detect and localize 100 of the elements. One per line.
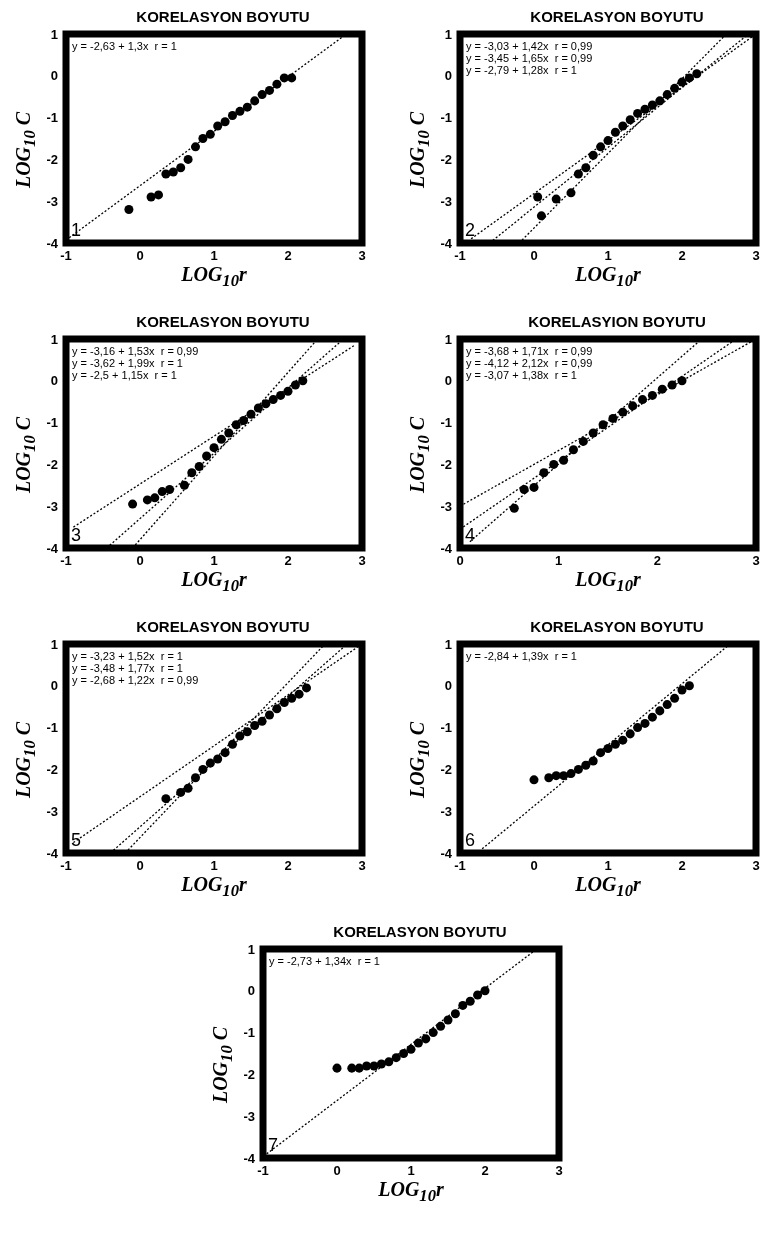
point [235, 731, 245, 741]
y-tick-label: 1 [50, 331, 58, 347]
point [153, 190, 164, 200]
point [187, 468, 197, 478]
y-tick-label: 0 [50, 68, 58, 84]
y-tick-label: -1 [46, 415, 58, 431]
point [198, 133, 208, 144]
y-tick-label: -2 [440, 152, 452, 168]
point [677, 376, 687, 386]
point [428, 1028, 438, 1038]
y-tick-label: -2 [46, 762, 58, 778]
y-tick-label: -2 [440, 762, 452, 778]
point [205, 758, 215, 768]
point [544, 773, 554, 783]
x-tick-label: 1 [210, 858, 218, 874]
y-tick-label: 0 [444, 678, 452, 694]
x-tick-label: -1 [454, 858, 466, 874]
y-tick-label: 1 [444, 331, 452, 347]
point [231, 420, 241, 430]
point [655, 706, 665, 716]
x-tick-label: 1 [604, 858, 612, 874]
x-tick-label: 3 [358, 553, 366, 569]
x-tick-label: 1 [604, 248, 612, 264]
point [183, 154, 193, 164]
point [202, 451, 212, 461]
chart-title: KORELASYON BOYUTU [135, 313, 311, 332]
x-tick-label: 1 [407, 1163, 415, 1179]
point [529, 482, 539, 492]
annotation: 7 [268, 1135, 279, 1155]
point [578, 436, 588, 446]
point [551, 194, 561, 204]
y-tick-label: -4 [46, 845, 59, 861]
y-tick-label: 1 [444, 636, 452, 652]
x-tick-label: -1 [60, 248, 72, 264]
point [406, 1044, 416, 1054]
point [633, 723, 643, 733]
point [391, 1053, 401, 1063]
point [603, 136, 613, 146]
x-tick-label: 3 [752, 553, 760, 569]
x-axis-title: LOG$_{10}$r [574, 568, 642, 596]
y-tick-label: 1 [50, 636, 58, 652]
point [618, 121, 628, 131]
chart-title: KORELASYION BOYUTU [527, 313, 707, 332]
annotation: y = -2,63 + 1,3x r = 1 [72, 40, 177, 52]
x-tick-label: 2 [481, 1163, 489, 1179]
x-tick-label: -1 [454, 248, 466, 264]
point [618, 407, 628, 417]
y-tick-label: -2 [46, 457, 58, 473]
point [261, 399, 271, 409]
point [566, 769, 576, 779]
annotation: 1 [71, 220, 82, 240]
point [640, 718, 650, 728]
annotation: y = -2,73 + 1,34x r = 1 [269, 955, 380, 967]
point [279, 698, 289, 708]
point [209, 443, 219, 453]
point [684, 73, 694, 83]
point [657, 384, 667, 394]
point [677, 685, 687, 695]
point [566, 188, 576, 198]
y-tick-label: -1 [440, 720, 452, 736]
y-tick-label: -2 [243, 1067, 255, 1083]
point [692, 69, 702, 79]
point [250, 721, 260, 731]
point [633, 108, 643, 118]
x-axis-title: LOG$_{10}$r [180, 263, 248, 291]
point [603, 743, 613, 754]
x-tick-label: 1 [210, 553, 218, 569]
point [573, 169, 583, 179]
point [628, 401, 638, 411]
point [276, 390, 286, 400]
point [610, 127, 620, 137]
point [176, 163, 186, 173]
y-tick-label: -2 [440, 457, 452, 473]
point [150, 493, 160, 503]
point [198, 764, 208, 774]
point [647, 390, 657, 400]
annotation: y = -3,03 + 1,42x r = 0,99 [466, 40, 593, 52]
point [677, 77, 687, 87]
y-tick-label: 0 [444, 373, 452, 389]
y-tick-label: -3 [243, 1108, 255, 1124]
point [227, 111, 238, 121]
point [549, 459, 559, 469]
point [684, 681, 694, 691]
point [662, 700, 672, 710]
point [242, 727, 252, 737]
point [625, 115, 635, 125]
point [670, 83, 680, 93]
chart-title: KORELASYON BOYUTU [332, 923, 508, 942]
annotation: y = -2,79 + 1,28x r = 1 [466, 64, 577, 76]
point [647, 712, 657, 722]
point [220, 117, 230, 127]
point [450, 1009, 460, 1019]
x-tick-label: 2 [653, 553, 661, 569]
point [161, 794, 171, 804]
point [581, 760, 591, 770]
point [161, 169, 171, 179]
chart-title: KORELASYON BOYUTU [529, 618, 705, 637]
point [568, 445, 578, 455]
y-tick-label: -4 [243, 1150, 256, 1166]
point [294, 689, 304, 699]
